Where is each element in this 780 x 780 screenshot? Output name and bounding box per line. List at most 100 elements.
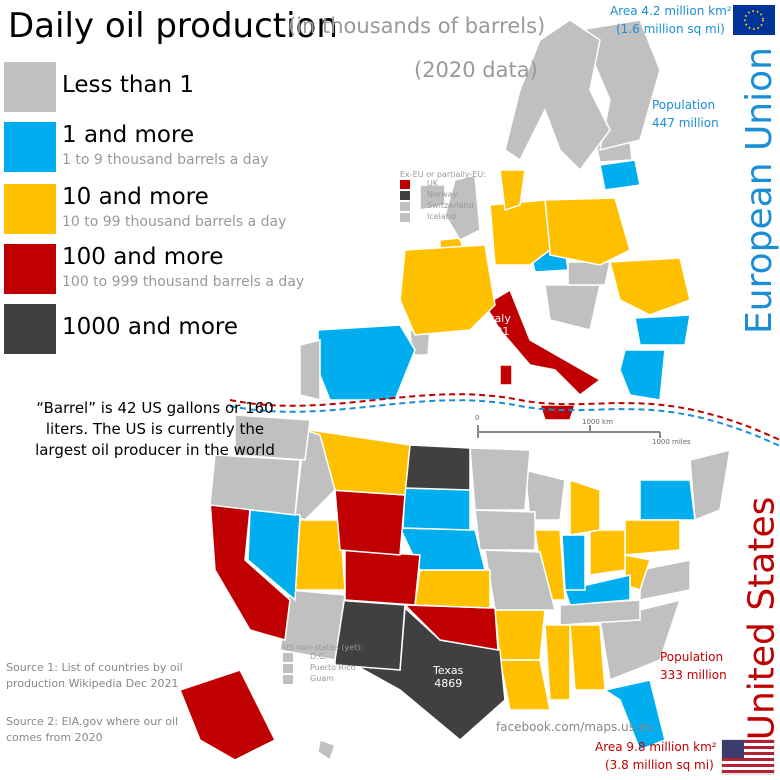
subtitle: (in thousands of barrels)	[288, 14, 546, 38]
legend-label: 10 and more	[62, 184, 209, 210]
legend-sublabel: 1 to 9 thousand barrels a day	[62, 152, 269, 168]
eu-population: 447 million	[652, 116, 719, 130]
region	[209, 499, 291, 641]
legend-swatch	[4, 122, 56, 172]
scale-km: 1000 km	[582, 418, 613, 426]
legend-sublabel: 100 to 999 thousand barrels a day	[62, 274, 305, 290]
region	[444, 174, 481, 241]
us-non-state-item: D.C.	[310, 652, 327, 661]
source: Source 2: EIA.gov where our oil comes fr…	[6, 715, 179, 744]
inset-swatch	[283, 653, 293, 662]
texas-value: 4869	[434, 677, 463, 690]
ex-eu-item: Norway	[427, 190, 458, 199]
region	[234, 414, 311, 461]
us-population: 333 million	[660, 668, 727, 682]
region	[294, 519, 346, 591]
region	[634, 314, 691, 346]
region	[567, 261, 611, 286]
region	[624, 554, 651, 591]
region	[317, 324, 416, 401]
region	[419, 184, 446, 211]
us-non-states-title: US non-states (yet):	[283, 643, 364, 652]
region	[494, 609, 546, 661]
region	[299, 339, 321, 401]
region	[399, 244, 496, 336]
region	[179, 669, 277, 761]
ex-eu-title: Ex-EU or partially-EU:	[400, 170, 486, 179]
inset-swatch	[283, 675, 293, 684]
legend-label: 100 and more	[62, 244, 224, 270]
region	[414, 569, 491, 609]
region	[544, 624, 571, 701]
eu-area: Area 4.2 million km²	[610, 4, 732, 18]
region	[578, 19, 661, 152]
us-flag	[721, 739, 775, 775]
eu-name: European Union	[738, 47, 780, 334]
region	[469, 447, 531, 511]
ex-eu-item: UK	[427, 179, 439, 188]
region	[569, 624, 606, 691]
region	[619, 349, 666, 401]
region	[344, 549, 421, 606]
inset-swatch	[400, 213, 410, 222]
inset-swatch	[400, 180, 410, 189]
region	[334, 489, 406, 556]
italy-name: Italy	[487, 312, 511, 325]
region	[589, 529, 626, 576]
texas-name: Texas	[433, 664, 464, 677]
scale-miles: 1000 miles	[652, 438, 691, 446]
legend-swatch	[4, 62, 56, 112]
region	[569, 478, 601, 536]
region	[484, 549, 556, 611]
region	[603, 679, 666, 751]
legend-label: Less than 1	[62, 72, 195, 98]
region	[504, 19, 611, 172]
legend-label: 1 and more	[62, 122, 195, 148]
region	[404, 444, 471, 491]
us-non-state-item: Puerto Rico	[310, 663, 356, 672]
eu-area-imperial: (1.6 million sq mi)	[616, 22, 725, 36]
region	[639, 479, 696, 521]
inset-swatch	[283, 664, 293, 673]
eu-stars	[744, 10, 764, 30]
texas-label: Texas 4869	[433, 664, 463, 690]
border-line	[229, 399, 780, 447]
region	[317, 739, 336, 762]
scale-bar	[477, 425, 661, 438]
region	[561, 534, 586, 591]
ex-eu-item: Switzerland	[427, 201, 474, 210]
legend-swatch	[4, 304, 56, 354]
us-non-state-item: Guam	[310, 674, 334, 683]
inset-swatch	[400, 202, 410, 211]
eu-population-label: Population	[652, 98, 716, 112]
source: Source 1: List of countries by oil produ…	[6, 661, 183, 690]
region	[499, 364, 513, 386]
eu-flag	[733, 5, 775, 35]
region	[209, 454, 301, 516]
region	[334, 599, 406, 671]
region	[499, 659, 551, 711]
note: “Barrel” is 42 US gallons or 160 liters.…	[35, 399, 275, 459]
credit: facebook.com/maps.us.eu	[496, 720, 654, 734]
legend-label: 1000 and more	[62, 314, 239, 340]
italy-value: 101	[488, 325, 510, 338]
year-note: (2020 data)	[414, 58, 538, 82]
region	[544, 197, 631, 266]
us-name: United States	[741, 496, 780, 741]
us-area-imperial: (3.8 million sq mi)	[605, 758, 714, 772]
region	[624, 519, 681, 556]
ex-eu-item: Iceland	[427, 212, 456, 221]
region	[544, 284, 601, 331]
legend-sublabel: 10 to 99 thousand barrels a day	[62, 214, 287, 230]
italy-label: Italy 101	[487, 312, 511, 338]
region	[474, 509, 536, 551]
region	[489, 199, 551, 266]
region	[599, 159, 641, 191]
region	[609, 257, 691, 316]
region	[689, 448, 731, 522]
region	[524, 469, 566, 521]
border-line	[229, 393, 780, 441]
us-population-label: Population	[660, 650, 724, 664]
